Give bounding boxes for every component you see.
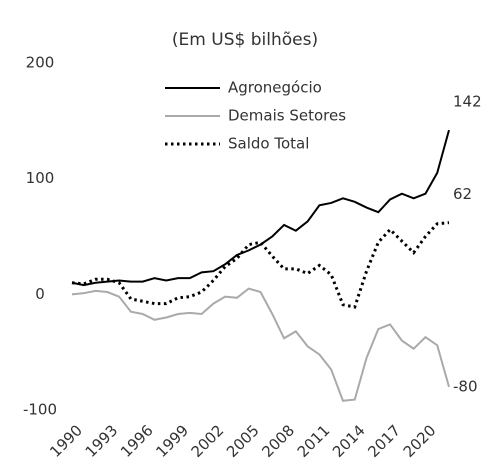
data-label: 62 [453, 185, 472, 203]
x-tick-label: 2002 [188, 421, 228, 461]
x-tick-label: 2014 [329, 421, 369, 461]
x-tick-label: 1990 [46, 421, 86, 461]
x-tick-label: 1996 [117, 421, 157, 461]
x-tick-label: 2011 [294, 421, 334, 461]
legend-label: Agronegócio [228, 79, 322, 97]
data-label: -80 [453, 377, 478, 395]
y-tick-label: 200 [26, 54, 55, 72]
x-tick-label: 1993 [82, 421, 122, 461]
series-line [71, 287, 450, 402]
x-tick-label: 2017 [364, 421, 404, 461]
y-tick-label: -100 [23, 401, 57, 419]
series-line [71, 221, 450, 309]
legend-label: Saldo Total [228, 135, 309, 153]
chart-title: (Em US$ bilhões) [172, 30, 318, 50]
legend-label: Demais Setores [228, 107, 346, 125]
x-tick-label: 2020 [400, 421, 440, 461]
y-tick-label: 100 [26, 169, 55, 187]
data-label: 142 [453, 93, 482, 111]
series-line [71, 129, 450, 287]
x-tick-label: 2008 [258, 421, 298, 461]
x-tick-label: 1999 [152, 421, 192, 461]
y-tick-label: 0 [35, 285, 45, 303]
x-tick-label: 2005 [223, 421, 263, 461]
